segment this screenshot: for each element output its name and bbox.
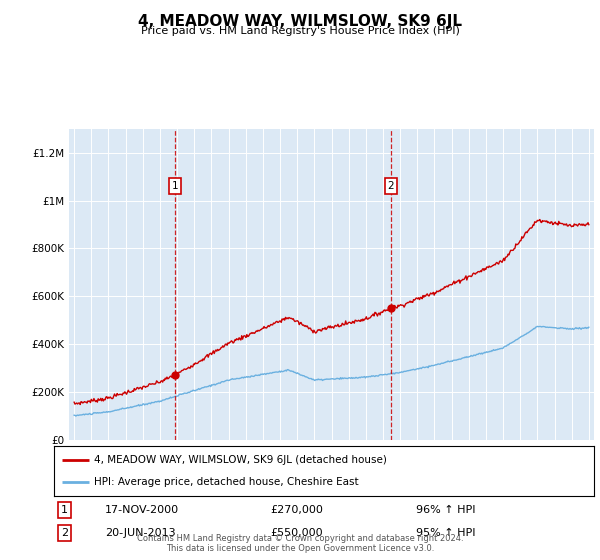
Text: 95% ↑ HPI: 95% ↑ HPI xyxy=(416,528,475,538)
Text: 17-NOV-2000: 17-NOV-2000 xyxy=(106,505,179,515)
Text: 96% ↑ HPI: 96% ↑ HPI xyxy=(416,505,475,515)
Text: 4, MEADOW WAY, WILMSLOW, SK9 6JL (detached house): 4, MEADOW WAY, WILMSLOW, SK9 6JL (detach… xyxy=(95,455,388,465)
Text: £270,000: £270,000 xyxy=(270,505,323,515)
Text: £550,000: £550,000 xyxy=(270,528,323,538)
Text: Price paid vs. HM Land Registry's House Price Index (HPI): Price paid vs. HM Land Registry's House … xyxy=(140,26,460,36)
Text: 1: 1 xyxy=(61,505,68,515)
Text: Contains HM Land Registry data © Crown copyright and database right 2024.
This d: Contains HM Land Registry data © Crown c… xyxy=(137,534,463,553)
Text: 2: 2 xyxy=(61,528,68,538)
Text: 1: 1 xyxy=(172,181,178,191)
Text: 4, MEADOW WAY, WILMSLOW, SK9 6JL: 4, MEADOW WAY, WILMSLOW, SK9 6JL xyxy=(138,14,462,29)
Text: 20-JUN-2013: 20-JUN-2013 xyxy=(106,528,176,538)
Text: 2: 2 xyxy=(388,181,394,191)
Text: HPI: Average price, detached house, Cheshire East: HPI: Average price, detached house, Ches… xyxy=(95,477,359,487)
